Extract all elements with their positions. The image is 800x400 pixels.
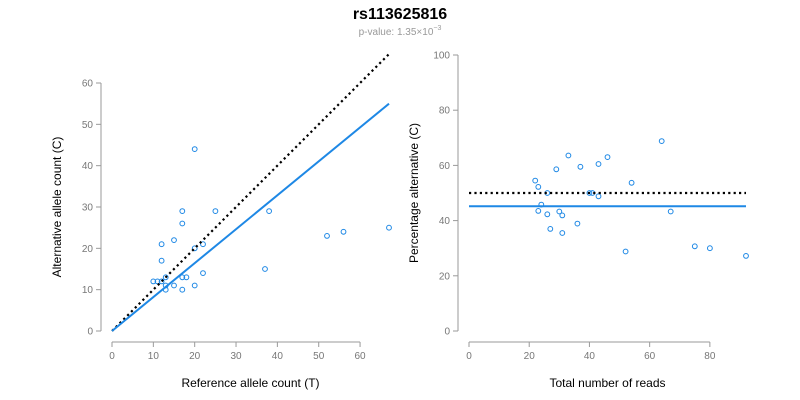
- left-y-tick-label-5: 50: [82, 120, 94, 131]
- left-data-point-25: [340, 228, 347, 235]
- left-x-tick-label-1: 10: [148, 351, 160, 362]
- right-data-point-26: [743, 253, 749, 259]
- right-data-point-21: [628, 179, 635, 186]
- right-x-tick-label-4: 80: [704, 351, 716, 362]
- left-data-point-12: [179, 274, 186, 281]
- left-data-point-13: [179, 220, 186, 227]
- right-x-tick-label-2: 40: [584, 351, 596, 362]
- left-data-point-14: [179, 208, 186, 215]
- right-data-point-17: [595, 193, 602, 200]
- left-data-point-15: [183, 274, 190, 281]
- chart-title: rs113625816: [353, 6, 447, 23]
- left-data-point-1: [150, 278, 157, 285]
- right-data-point-23: [667, 208, 674, 215]
- right-data-point-2: [535, 184, 542, 190]
- right-data-point-6: [544, 211, 551, 218]
- left-lines: [111, 53, 390, 332]
- right-scatter-panel: 0 20 40 60 80 0 20 40 60 80 100 Total number of re…: [407, 51, 749, 390]
- right-data-point-3: [535, 208, 542, 214]
- right-axes: 0 20 40 60 80 0 20 40 60 80 100: [433, 51, 716, 363]
- right-y-tick-label-2: 40: [439, 216, 451, 227]
- right-data-point-14: [577, 163, 584, 170]
- left-y-tick-label-1: 10: [82, 285, 94, 296]
- left-data-point-8: [162, 274, 169, 281]
- right-x-axis-label: Total number of reads: [549, 376, 665, 390]
- left-data-point-17: [191, 245, 198, 252]
- left-axes: 0 10 20 30 40 50 60 0 10 20 30 40 50 60: [82, 79, 366, 363]
- left-data-point-18: [191, 146, 198, 153]
- left-scatter-panel: 0 10 20 30 40 50 60 0 10 20 30 40 50 60 Reference all…: [50, 53, 392, 390]
- right-y-axis-label: Percentage alternative (C): [407, 123, 421, 263]
- right-data-point-12: [565, 152, 572, 159]
- left-y-tick-label-2: 20: [82, 244, 94, 255]
- right-points: [532, 138, 749, 259]
- right-lines: [469, 191, 746, 208]
- right-y-tick-label-0: 0: [444, 327, 450, 338]
- left-data-point-16: [191, 282, 198, 289]
- left-data-point-2: [154, 278, 161, 285]
- right-data-point-22: [658, 138, 665, 145]
- right-x-tick-label-1: 20: [524, 351, 536, 362]
- chart-subtitle: p-value: 1.35×10−3: [359, 25, 442, 38]
- left-y-tick-label-3: 30: [82, 203, 94, 214]
- left-y-axis-label: Alternative allele count (C): [50, 137, 64, 278]
- right-data-point-13: [574, 220, 581, 227]
- right-data-point-10: [559, 212, 566, 219]
- right-data-point-11: [559, 230, 566, 236]
- right-y-tick-label-5: 100: [433, 51, 450, 62]
- left-x-tick-label-6: 60: [354, 351, 366, 362]
- p-value-text: p-value: 1.35×10: [359, 27, 434, 38]
- left-x-tick-label-4: 40: [272, 351, 284, 362]
- left-x-tick-label-0: 0: [109, 351, 115, 362]
- right-data-point-20: [622, 248, 629, 255]
- right-data-point-9: [556, 208, 563, 215]
- right-x-tick-label-3: 60: [644, 351, 656, 362]
- right-y-tick-label-4: 80: [439, 106, 451, 117]
- left-x-axis-label: Reference allele count (T): [181, 376, 319, 390]
- left-data-point-26: [386, 224, 392, 231]
- left-data-point-19: [200, 270, 206, 277]
- left-x-tick-label-2: 20: [189, 351, 201, 362]
- right-x-tick-label-0: 0: [466, 351, 472, 362]
- right-data-point-7: [547, 226, 554, 232]
- right-data-point-18: [595, 161, 602, 167]
- left-fit-line: [111, 102, 390, 332]
- right-data-point-25: [707, 245, 713, 252]
- right-y-tick-label-1: 20: [439, 271, 451, 282]
- left-reference-line: [111, 53, 390, 332]
- left-data-point-3: [158, 278, 165, 285]
- left-data-point-9: [171, 282, 177, 289]
- left-data-point-5: [158, 241, 165, 248]
- left-data-point-24: [324, 233, 330, 239]
- left-y-tick-label-4: 40: [82, 161, 94, 172]
- right-data-point-24: [691, 243, 698, 250]
- right-y-tick-label-3: 60: [439, 161, 451, 172]
- left-data-point-4: [158, 257, 165, 264]
- right-data-point-15: [586, 190, 593, 196]
- left-data-point-10: [171, 237, 177, 244]
- left-data-point-23: [266, 208, 273, 215]
- right-data-point-1: [532, 177, 539, 184]
- left-y-tick-label-0: 0: [87, 327, 93, 338]
- left-points: [150, 146, 392, 293]
- left-data-point-21: [212, 208, 219, 215]
- right-data-point-8: [553, 166, 560, 173]
- p-value-exponent: −3: [433, 25, 441, 32]
- left-y-tick-label-6: 60: [82, 79, 94, 90]
- right-data-point-19: [604, 154, 611, 161]
- left-x-tick-label-3: 30: [230, 351, 242, 362]
- left-data-point-22: [262, 266, 268, 272]
- left-data-point-11: [179, 286, 186, 293]
- left-x-tick-label-5: 50: [313, 351, 325, 362]
- left-data-point-20: [200, 241, 206, 248]
